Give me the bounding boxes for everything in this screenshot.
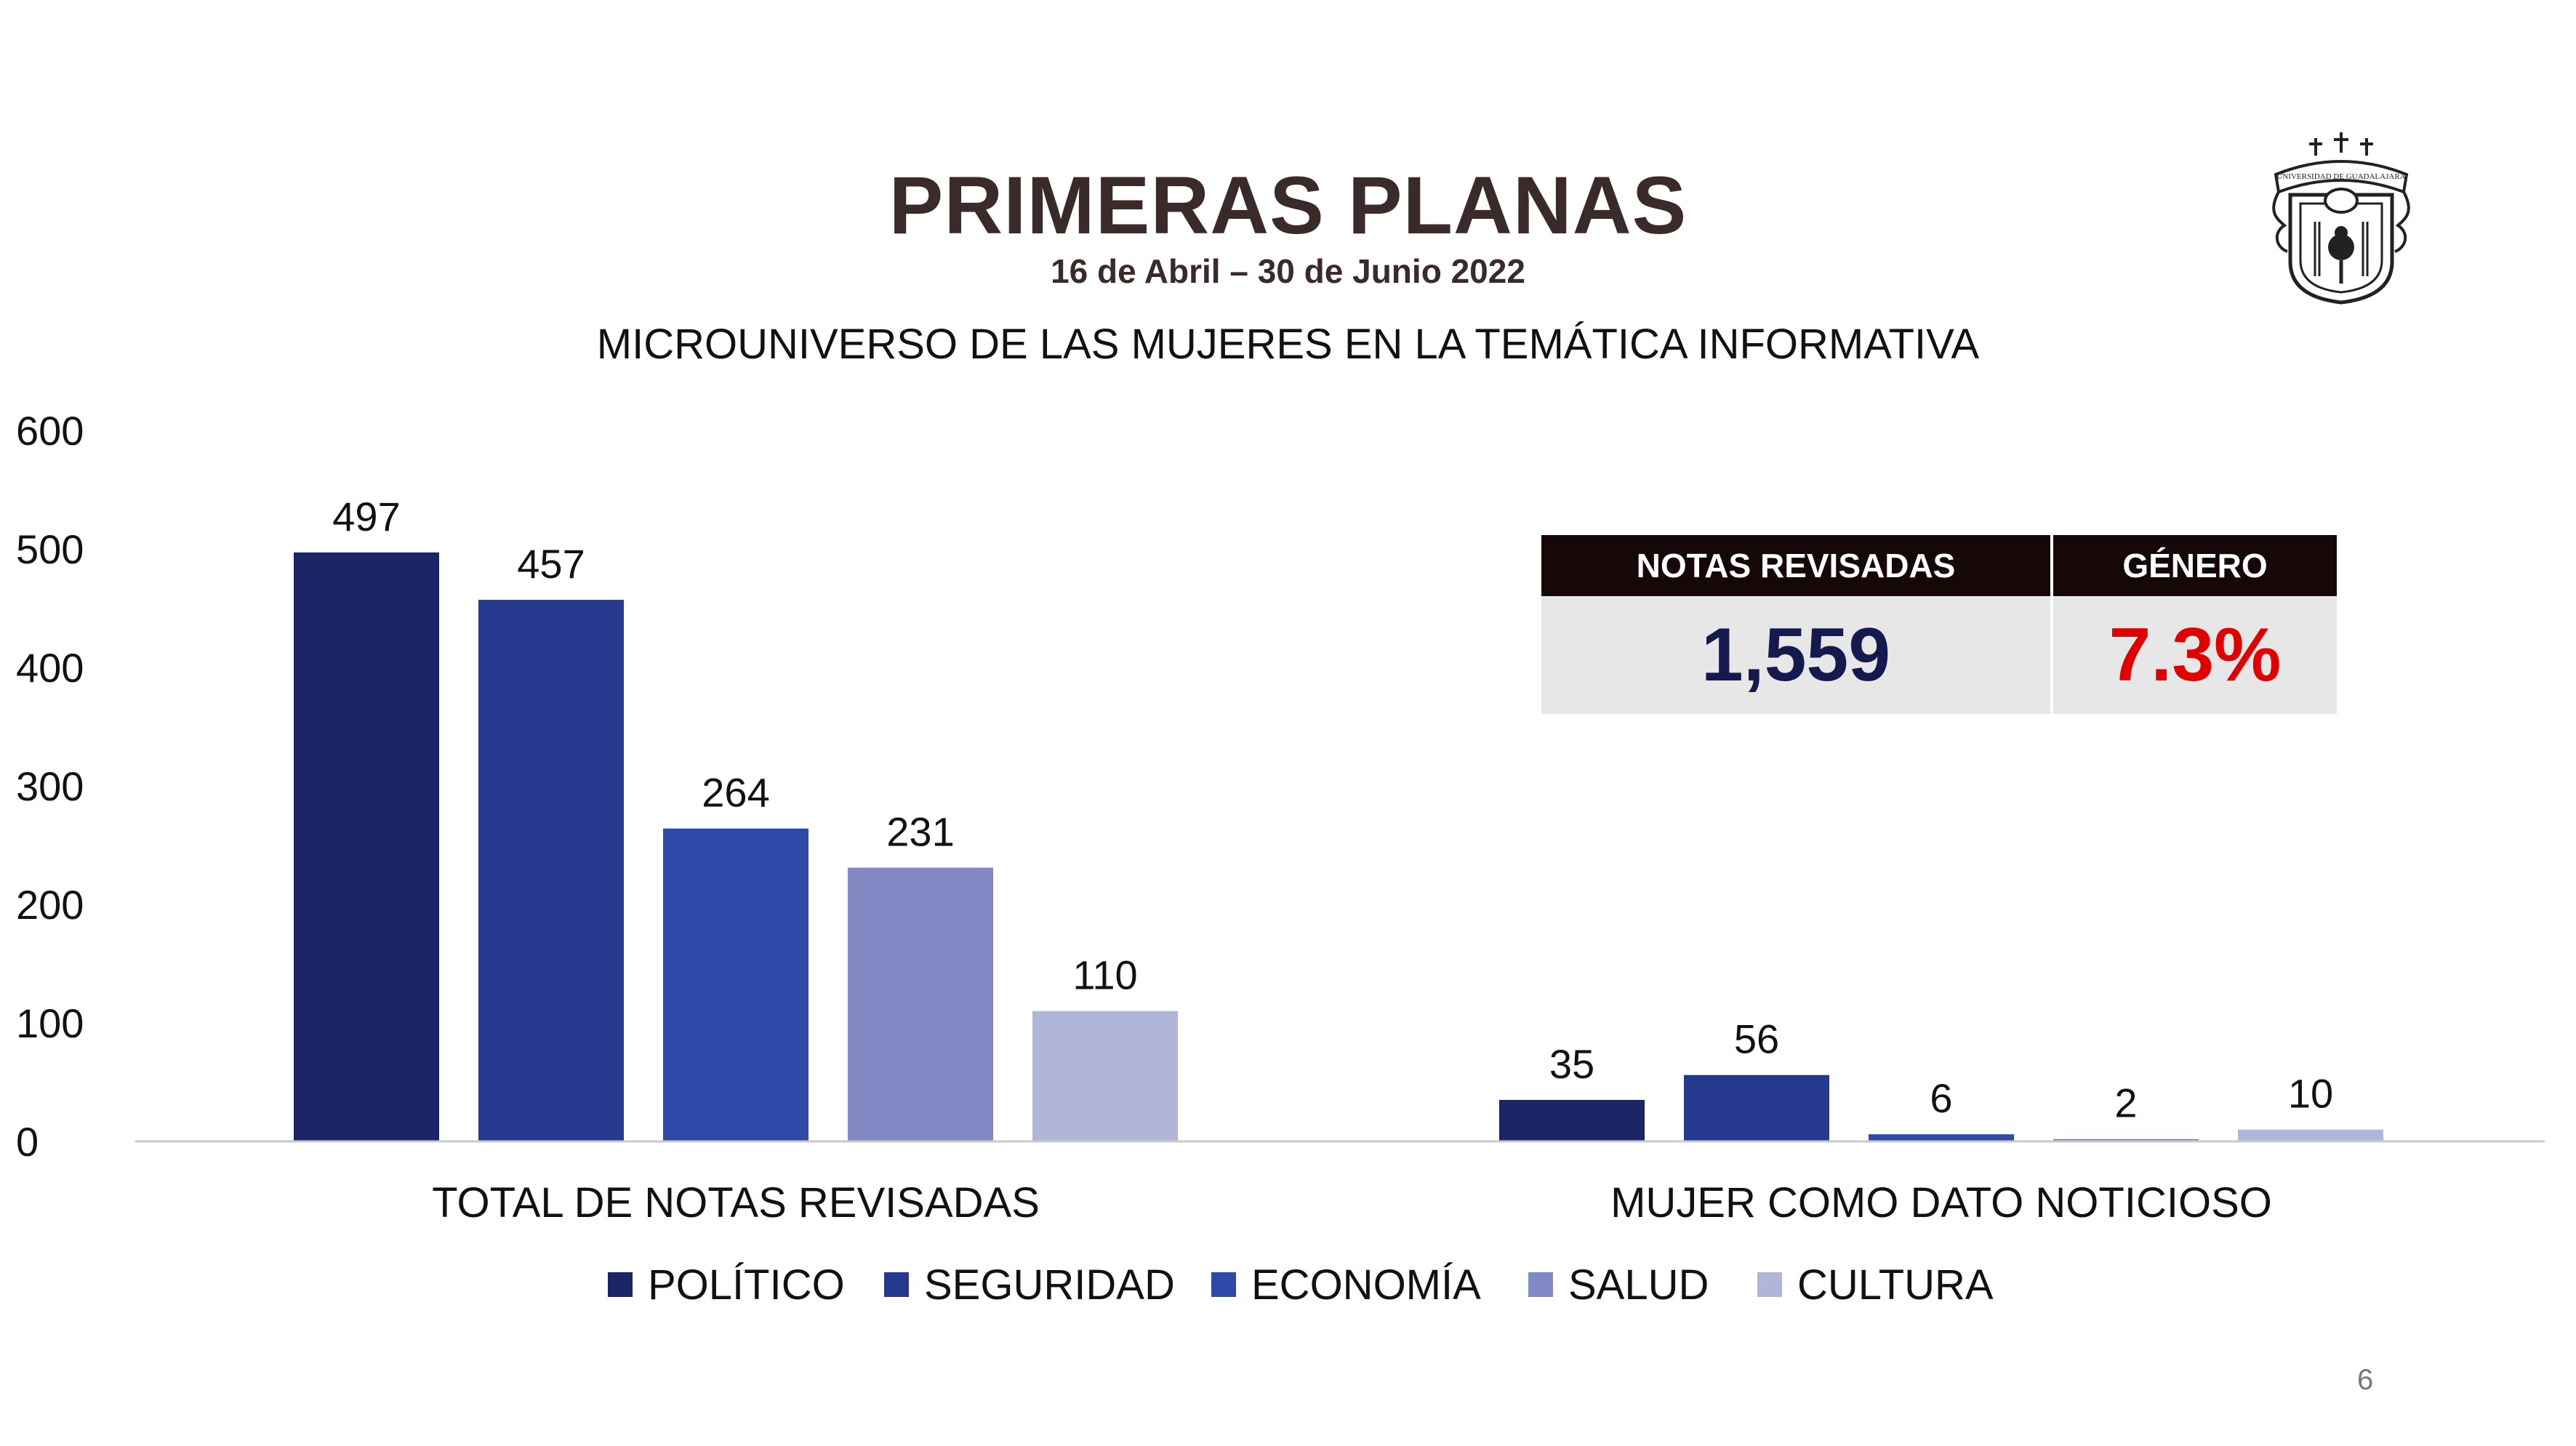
- bar-economía-0: [663, 828, 808, 1141]
- y-tick-label: 300: [16, 763, 84, 809]
- y-tick-label: 100: [16, 1000, 84, 1046]
- bar-seguridad-0: [478, 600, 624, 1141]
- legend-label: ECONOMÍA: [1251, 1261, 1481, 1309]
- data-label: 2: [2114, 1080, 2137, 1126]
- bar-político-1: [1499, 1099, 1645, 1141]
- notas-revisadas-value: 1,559: [1541, 596, 2053, 714]
- y-tick-label: 500: [16, 526, 84, 572]
- genero-header: GÉNERO: [2052, 535, 2337, 596]
- data-label: 56: [1734, 1016, 1779, 1062]
- data-label: 10: [2288, 1071, 2333, 1117]
- y-axis: 0 100 200 300 400 500 600: [16, 408, 84, 1165]
- legend-swatch: [1211, 1272, 1236, 1297]
- bar-economía-1: [1869, 1134, 2014, 1141]
- legend-swatch: [608, 1272, 633, 1297]
- x-category-label: MUJER COMO DATO NOTICIOSO: [1610, 1179, 2272, 1226]
- logo-banner-text: UNIVERSIDAD DE GUADALAJARA: [2276, 172, 2405, 181]
- university-crest-icon: UNIVERSIDAD DE GUADALAJARA: [2268, 131, 2414, 305]
- bar-político-0: [294, 552, 439, 1141]
- data-label: 110: [1072, 952, 1137, 998]
- legend-swatch: [1528, 1272, 1553, 1297]
- bars: [294, 552, 2383, 1141]
- data-label: 35: [1549, 1041, 1594, 1087]
- bar-cultura-1: [2238, 1129, 2383, 1141]
- notas-revisadas-header: NOTAS REVISADAS: [1541, 535, 2053, 596]
- chart-title: MICROUNIVERSO DE LAS MUJERES EN LA TEMÁT…: [596, 321, 1980, 368]
- legend-label: SALUD: [1568, 1261, 1709, 1309]
- data-label: 457: [517, 541, 585, 587]
- y-tick-label: 400: [16, 645, 84, 691]
- data-labels: 497 457 264 231 110 35 56 6 2 10: [332, 494, 2333, 1126]
- bar-cultura-0: [1032, 1011, 1178, 1141]
- bar-seguridad-1: [1684, 1075, 1829, 1141]
- legend-label: CULTURA: [1797, 1261, 1994, 1309]
- legend-label: SEGURIDAD: [924, 1261, 1175, 1309]
- y-tick-label: 600: [16, 408, 84, 454]
- genero-value: 7.3%: [2052, 596, 2337, 714]
- stats-table: NOTAS REVISADAS GÉNERO 1,559 7.3%: [1541, 535, 2337, 714]
- x-axis-categories: TOTAL DE NOTAS REVISADAS MUJER COMO DATO …: [432, 1179, 2272, 1226]
- data-label: 497: [332, 494, 400, 539]
- legend-swatch: [884, 1272, 909, 1297]
- data-label: 231: [886, 808, 954, 854]
- legend-swatch: [1757, 1272, 1782, 1297]
- data-label: 264: [702, 770, 769, 816]
- data-label: 6: [1930, 1075, 1952, 1121]
- bar-salud-0: [848, 867, 993, 1141]
- page-title: PRIMERAS PLANAS: [888, 160, 1688, 251]
- y-tick-label: 200: [16, 882, 84, 928]
- x-category-label: TOTAL DE NOTAS REVISADAS: [432, 1179, 1040, 1226]
- y-tick-label: 0: [16, 1119, 39, 1165]
- date-range: 16 de Abril – 30 de Junio 2022: [1051, 252, 1525, 290]
- page-number: 6: [2357, 1364, 2374, 1396]
- bar-salud-1: [2053, 1138, 2199, 1141]
- legend: POLÍTICO SEGURIDAD ECONOMÍA SALUD CULTURA: [608, 1261, 1994, 1309]
- legend-label: POLÍTICO: [648, 1261, 845, 1309]
